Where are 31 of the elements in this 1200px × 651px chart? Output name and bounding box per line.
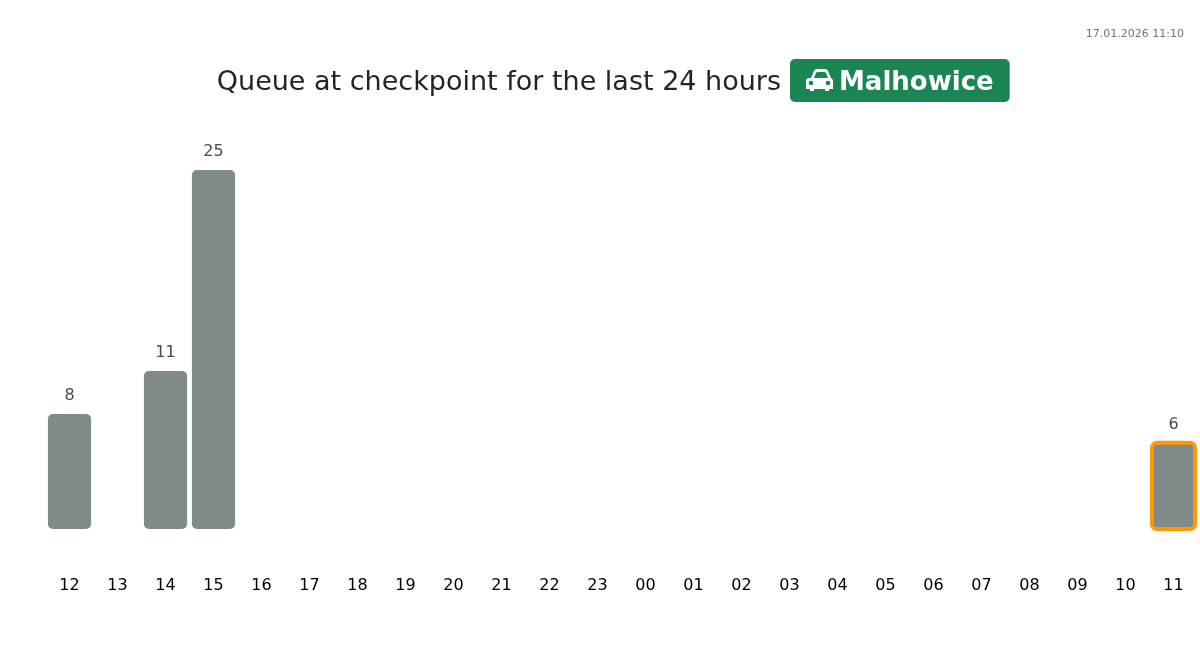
x-tick-label: 05 (875, 575, 896, 594)
data-label: 8 (64, 385, 75, 405)
x-tick-label: 18 (347, 575, 368, 594)
x-tick-label: 12 (59, 575, 80, 594)
x-tick-label: 22 (539, 575, 560, 594)
x-tick-label: 04 (827, 575, 848, 594)
x-tick-label: 20 (443, 575, 464, 594)
x-tick-label: 01 (683, 575, 704, 594)
data-label: 11 (155, 342, 176, 362)
text: 17.01.2026 11:10 (1085, 27, 1184, 40)
x-tick-label: 14 (155, 575, 176, 594)
x-tick-label: 23 (587, 575, 608, 594)
x-tick-label: 21 (491, 575, 512, 594)
x-tick-label: 16 (251, 575, 272, 594)
chart-title: Queue at checkpoint for the last 24 hours (216, 65, 781, 96)
x-tick-label: 03 (779, 575, 800, 594)
x-tick-label: 02 (731, 575, 752, 594)
x-tick-label: 06 (923, 575, 944, 594)
x-tick-label: 00 (635, 575, 656, 594)
data-label: 25 (203, 141, 224, 160)
data-label: 6 (1168, 413, 1179, 433)
x-tick-label: 09 (1067, 575, 1088, 594)
x-tick-label: 19 (395, 575, 416, 594)
x-tick-label: 11 (1163, 575, 1184, 594)
x-tick-label: 15 (203, 575, 224, 594)
x-tick-label: 13 (107, 575, 128, 594)
chart-subtitle: Malhowice (839, 66, 994, 96)
x-tick-label: 07 (971, 575, 992, 594)
x-tick-label: 10 (1115, 575, 1136, 594)
x-tick-label: 17 (299, 575, 320, 594)
x-tick-label: 08 (1019, 575, 1040, 594)
